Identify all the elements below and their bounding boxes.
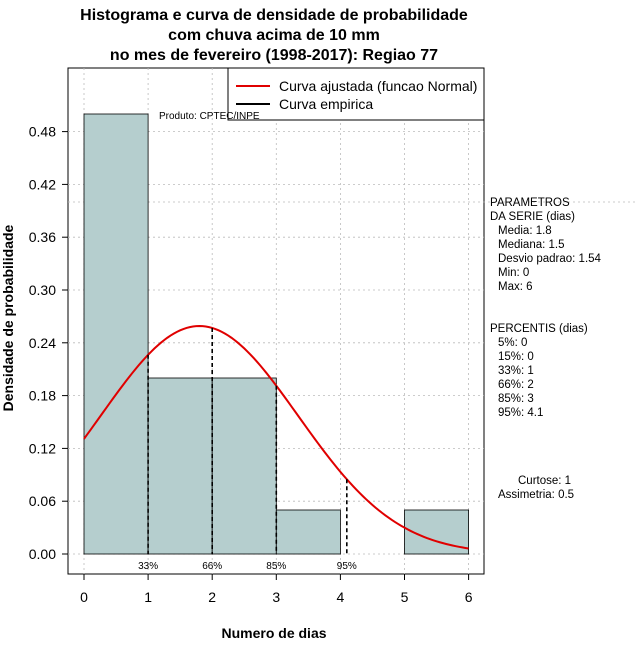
x-tick-label: 3 (272, 589, 280, 605)
percentil-66: 66%: 2 (498, 379, 534, 391)
shape-stats: Curtose: 1 Assimetria: 0.5 (498, 474, 574, 502)
curtose-text: Curtose: 1 (518, 475, 572, 487)
param-desvio: Desvio padrao: 1.54 (498, 253, 601, 265)
histogram-bar (147, 377, 213, 555)
param-media: Media: 1.8 (498, 225, 552, 237)
legend-box (227, 67, 485, 121)
x-tick-label: 1 (144, 589, 152, 605)
title-line-3: no mes de fevereiro (1998-2017): Regiao … (109, 47, 439, 64)
percentile-label: 66% (202, 561, 222, 572)
legend-label: Curva ajustada (funcao Normal) (279, 78, 477, 94)
y-tick-label: 0.06 (29, 493, 56, 509)
param-max: Max: 6 (498, 281, 533, 293)
y-tick-label: 0.00 (29, 546, 56, 562)
y-axis-label: Densidade de probabilidade (0, 224, 16, 412)
x-tick-label: 6 (465, 589, 473, 605)
x-tick-label: 5 (401, 589, 409, 605)
histogram-bar (83, 113, 149, 555)
y-tick-label: 0.24 (29, 335, 56, 351)
percentile-label: 33% (138, 561, 158, 572)
y-tick-label: 0.18 (29, 388, 56, 404)
params-title-2: DA SERIE (dias) (490, 211, 575, 223)
legend-label: Curva empirica (279, 96, 373, 112)
histogram-bar (211, 377, 277, 555)
param-min: Min: 0 (498, 267, 530, 279)
percentil-95: 95%: 4.1 (498, 407, 544, 419)
y-tick-label: 0.36 (29, 229, 56, 245)
percentile-label: 85% (266, 561, 286, 572)
percentil-5: 5%: 0 (498, 337, 528, 349)
y-tick-label: 0.30 (29, 282, 56, 298)
param-mediana: Mediana: 1.5 (498, 239, 565, 251)
product-label: Produto: CPTEC/INPE (159, 111, 260, 122)
assimetria-text: Assimetria: 0.5 (498, 489, 575, 501)
x-tick-label: 4 (337, 589, 345, 605)
x-axis-label: Numero de dias (221, 625, 327, 641)
histogram-bar (275, 509, 341, 555)
y-tick-label: 0.12 (29, 440, 56, 456)
percentis-title: PERCENTIS (dias) (490, 323, 588, 335)
x-tick-label: 2 (208, 589, 216, 605)
chart-title: Histograma e curva de densidade de proba… (0, 6, 548, 66)
title-line-1: Histograma e curva de densidade de proba… (80, 7, 468, 24)
percentil-15: 15%: 0 (498, 351, 534, 363)
y-tick-label: 0.48 (29, 124, 56, 140)
percentile-label: 95% (337, 561, 357, 572)
y-tick-label: 0.42 (29, 176, 56, 192)
parameters-panel: PARAMETROS DA SERIE (dias) Media: 1.8 Me… (490, 196, 601, 420)
percentil-85: 85%: 3 (498, 393, 534, 405)
x-tick-label: 0 (80, 589, 88, 605)
percentil-33: 33%: 1 (498, 365, 534, 377)
title-line-2: com chuva acima de 10 mm (168, 27, 380, 44)
params-title-1: PARAMETROS (490, 197, 570, 209)
